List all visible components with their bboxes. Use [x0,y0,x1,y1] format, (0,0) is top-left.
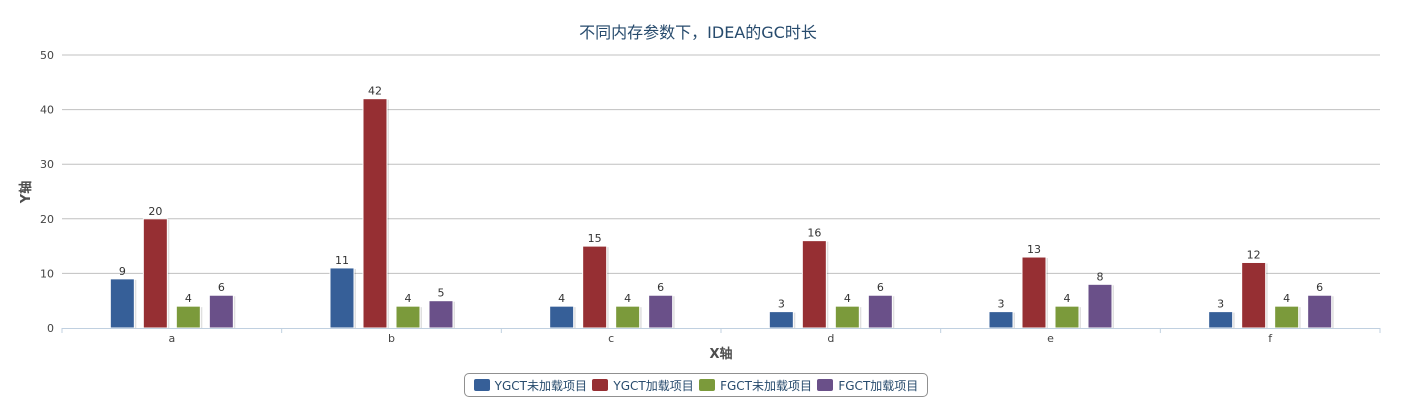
y-tick-label: 50 [40,49,54,62]
legend-item[interactable]: YGCT未加载项目 [473,377,588,394]
data-label: 3 [1217,298,1224,311]
bar [109,278,135,329]
legend-swatch [592,379,609,391]
bar [428,300,454,329]
bar [395,305,421,329]
bar [208,294,234,329]
legend-label: FGCT未加载项目 [720,378,812,393]
chart-title: 不同内存参数下，IDEA的GC时长 [579,23,817,42]
bar [867,294,893,329]
bar [801,240,827,329]
bar [1087,283,1113,329]
bar [1208,311,1234,329]
x-tick-label: b [388,332,395,345]
grid-lines [62,54,1380,274]
legend-item[interactable]: YGCT加载项目 [592,377,694,394]
data-label: 11 [335,254,349,267]
data-label: 4 [185,292,192,305]
y-tick-label: 20 [40,213,54,226]
legend-swatch [817,379,834,391]
y-tick-label: 40 [40,104,54,117]
data-label: 4 [624,292,631,305]
legend-swatch [699,379,716,391]
bar [768,311,794,329]
data-label: 5 [438,287,445,300]
bar [175,305,201,329]
data-label: 4 [844,292,851,305]
x-tick-label: d [827,332,834,345]
data-label: 16 [807,227,821,240]
bar [1021,256,1047,329]
data-label: 4 [1064,292,1071,305]
data-label: 8 [1097,270,1104,283]
x-tick-label: e [1047,332,1054,345]
x-axis-title: X轴 [709,346,732,362]
data-label: 15 [588,232,602,245]
data-label: 6 [877,281,884,294]
x-axis-ticks: a b c d e f [61,328,1381,345]
legend: YGCT未加载项目 YGCT加载项目 FGCT未加载项目 FGCT加载项目 [464,373,928,397]
bar [329,267,355,329]
bar [1054,305,1080,329]
data-label: 6 [218,281,225,294]
bar [1241,261,1267,329]
legend-item[interactable]: FGCT未加载项目 [699,377,812,394]
bar [834,305,860,329]
x-tick-label: f [1268,332,1273,345]
legend-label: FGCT加载项目 [838,378,919,393]
data-label: 6 [1316,281,1323,294]
bar [648,294,674,329]
y-tick-label: 30 [40,158,54,171]
bars: 9 20 4 6 11 42 4 5 4 15 4 6 3 16 4 6 3 13 4 8 3 12 4 6 [109,85,1334,330]
y-axis-ticks: 0 10 20 30 40 50 [40,49,54,335]
data-label: 6 [657,281,664,294]
bar [1307,294,1333,329]
data-label: 4 [558,292,565,305]
data-label: 13 [1027,243,1041,256]
y-axis-title: Y轴 [18,181,34,204]
legend-label: YGCT加载项目 [613,378,694,393]
data-label: 4 [1283,292,1290,305]
data-label: 3 [778,298,785,311]
data-label: 42 [368,85,382,98]
data-label: 20 [148,205,162,218]
bar [142,218,168,329]
legend-item[interactable]: FGCT加载项目 [817,377,918,394]
data-label: 9 [119,265,126,278]
legend-label: YGCT未加载项目 [494,378,588,393]
bar [1274,305,1300,329]
bar [362,98,388,329]
y-tick-label: 10 [40,267,54,280]
data-label: 12 [1247,248,1261,261]
bar [615,305,641,329]
bar [988,311,1014,329]
bar [582,245,608,329]
x-tick-label: a [168,332,175,345]
bar [549,305,575,329]
legend-swatch [473,379,490,391]
y-tick-label: 0 [47,322,54,335]
x-tick-label: c [608,332,614,345]
data-label: 4 [405,292,412,305]
data-label: 3 [998,298,1005,311]
